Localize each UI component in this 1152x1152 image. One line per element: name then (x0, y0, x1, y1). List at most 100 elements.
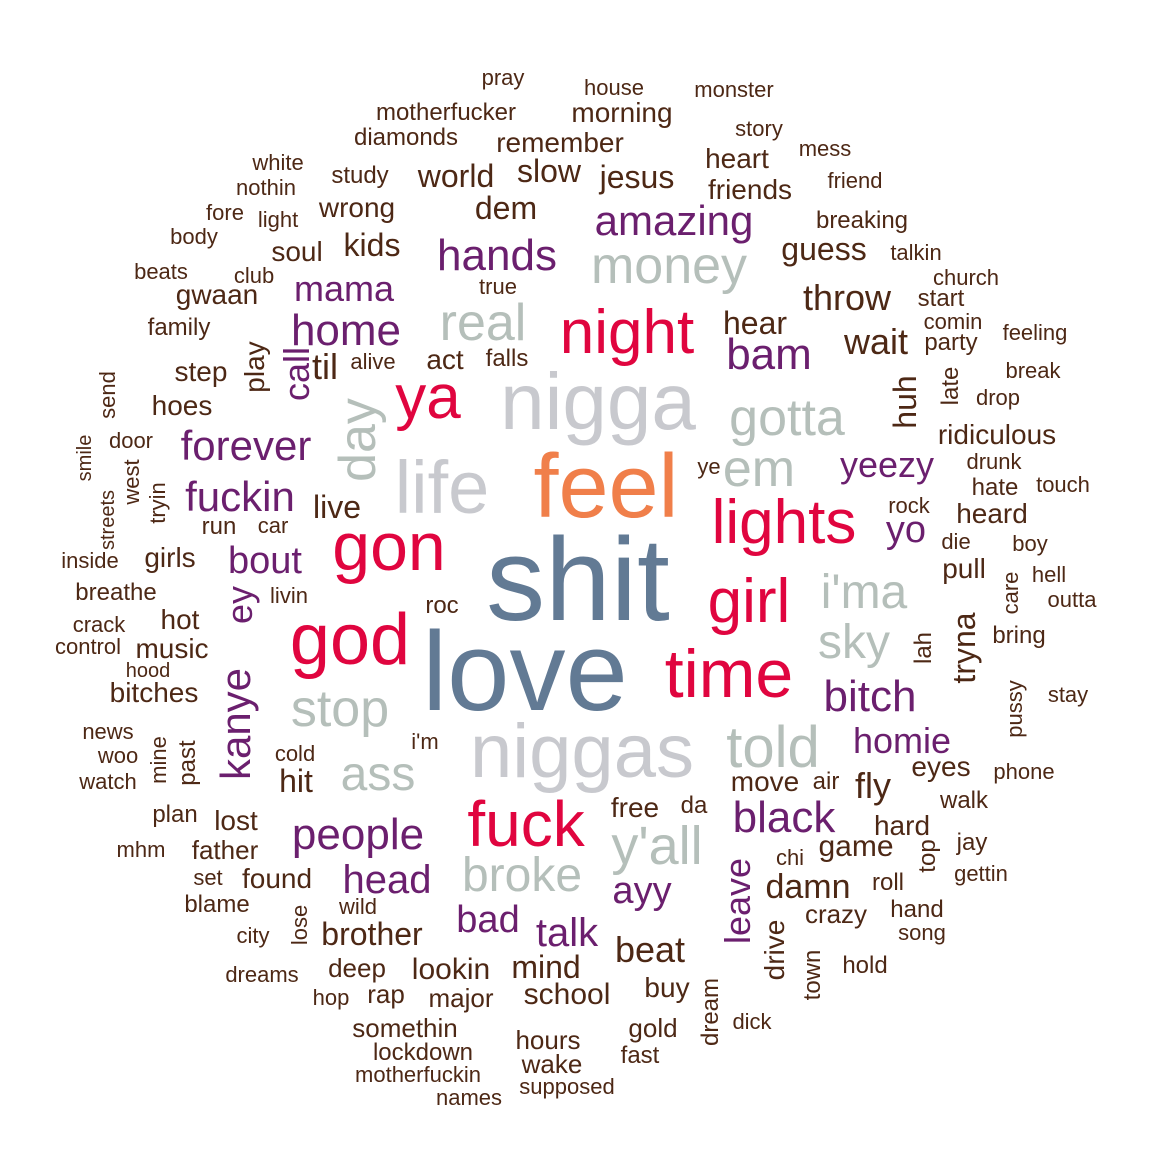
word-hood: hood (125, 660, 171, 682)
word-call: call (276, 346, 317, 402)
word-real: real (439, 294, 527, 352)
word-church: church (932, 265, 1000, 290)
word-shit: shit (486, 514, 670, 646)
word-falls: falls (485, 345, 529, 372)
word-feel: feel (533, 437, 679, 537)
word-lose: lose (287, 904, 312, 946)
word-white: white (252, 150, 304, 175)
word-beat: beat (614, 929, 686, 970)
word-i-ma: i'ma (820, 566, 908, 619)
word-wild: wild (339, 894, 377, 919)
word-black: black (732, 793, 836, 842)
word-streets: streets (97, 489, 119, 551)
word-ass: ass (340, 748, 416, 801)
word-stop: stop (290, 680, 390, 738)
word-talkin: talkin (890, 240, 942, 265)
word-true: true (479, 274, 517, 299)
word-pull: pull (942, 553, 986, 584)
word-girls: girls (144, 542, 196, 573)
word-roc: roc (425, 592, 459, 619)
word-dick: dick (732, 1009, 772, 1034)
word-leave: leave (717, 857, 758, 945)
word-broke: broke (461, 849, 583, 902)
word-remember: remember (496, 127, 624, 158)
word-yo: yo (885, 509, 927, 551)
word-roll: roll (871, 869, 905, 896)
word-deep: deep (328, 953, 386, 983)
word-study: study (331, 162, 389, 189)
word-soul: soul (271, 236, 323, 267)
word-talk: talk (535, 911, 599, 955)
word-lights: lights (711, 488, 857, 557)
word-free: free (610, 792, 660, 823)
word-breathe: breathe (75, 579, 157, 606)
word-fore: fore (206, 200, 244, 225)
word-set: set (193, 865, 223, 890)
word-club: club (233, 263, 275, 288)
word-play: play (239, 341, 270, 393)
word-pray: pray (481, 65, 525, 90)
word-wake: wake (521, 1049, 583, 1079)
word-gettin: gettin (954, 861, 1008, 886)
word-chi: chi (775, 845, 805, 870)
word-rock: rock (888, 493, 930, 518)
word-mama: mama (293, 268, 395, 309)
word-control: control (54, 634, 122, 659)
word-light: light (257, 207, 299, 232)
word-love: love (422, 609, 628, 734)
word-dream: dream (697, 977, 724, 1047)
word-hard: hard (873, 810, 931, 841)
word-ridiculous: ridiculous (937, 419, 1057, 450)
word-hit: hit (279, 763, 313, 799)
word-bring: bring (992, 622, 1046, 649)
word-girl: girl (707, 567, 791, 636)
word-plan: plan (152, 801, 198, 828)
word-break: break (1005, 358, 1061, 383)
word-dreams: dreams (225, 962, 299, 987)
word-phone: phone (993, 759, 1055, 784)
word-fly: fly (855, 765, 891, 806)
word-body: body (170, 224, 218, 249)
word-drop: drop (975, 385, 1021, 410)
word-inside: inside (61, 548, 119, 573)
word-jay: jay (956, 829, 988, 856)
word-nigga: nigga (500, 357, 696, 446)
word-time: time (664, 636, 794, 712)
word-beats: beats (134, 259, 188, 284)
word-amazing: amazing (594, 197, 754, 244)
word-motherfuckin: motherfuckin (355, 1062, 481, 1087)
word-start: start (917, 285, 965, 312)
word-cold: cold (274, 741, 316, 766)
word-past: past (174, 740, 201, 786)
word-hell: hell (1031, 562, 1067, 587)
word-lost: lost (214, 805, 258, 836)
word-ey: ey (219, 585, 260, 625)
word-livin: livin (270, 583, 308, 608)
word-rap: rap (367, 979, 405, 1009)
word-party: party (924, 329, 978, 356)
word-boy: boy (1012, 531, 1048, 556)
word-morning: morning (571, 97, 673, 128)
word-throw: throw (802, 277, 892, 318)
word-lockdown: lockdown (372, 1039, 474, 1066)
word-fuck: fuck (467, 788, 585, 860)
word-fuckin: fuckin (185, 473, 295, 520)
word-send: send (95, 371, 120, 419)
word-wrong: wrong (318, 192, 396, 223)
word-wait: wait (843, 321, 909, 362)
word-hands: hands (437, 231, 557, 280)
word-father: father (191, 835, 259, 865)
word-alive: alive (350, 349, 396, 374)
word-niggas: niggas (470, 709, 694, 794)
word-buy: buy (644, 972, 690, 1003)
word-school: school (523, 978, 611, 1011)
word-hoes: hoes (151, 390, 213, 421)
word-family: family (147, 314, 211, 341)
word-city: city (236, 923, 270, 948)
word-hold: hold (842, 952, 888, 979)
word-heart: heart (705, 143, 769, 174)
word-life: life (394, 446, 490, 529)
word-heard: heard (956, 498, 1028, 529)
word-west: west (119, 459, 144, 505)
